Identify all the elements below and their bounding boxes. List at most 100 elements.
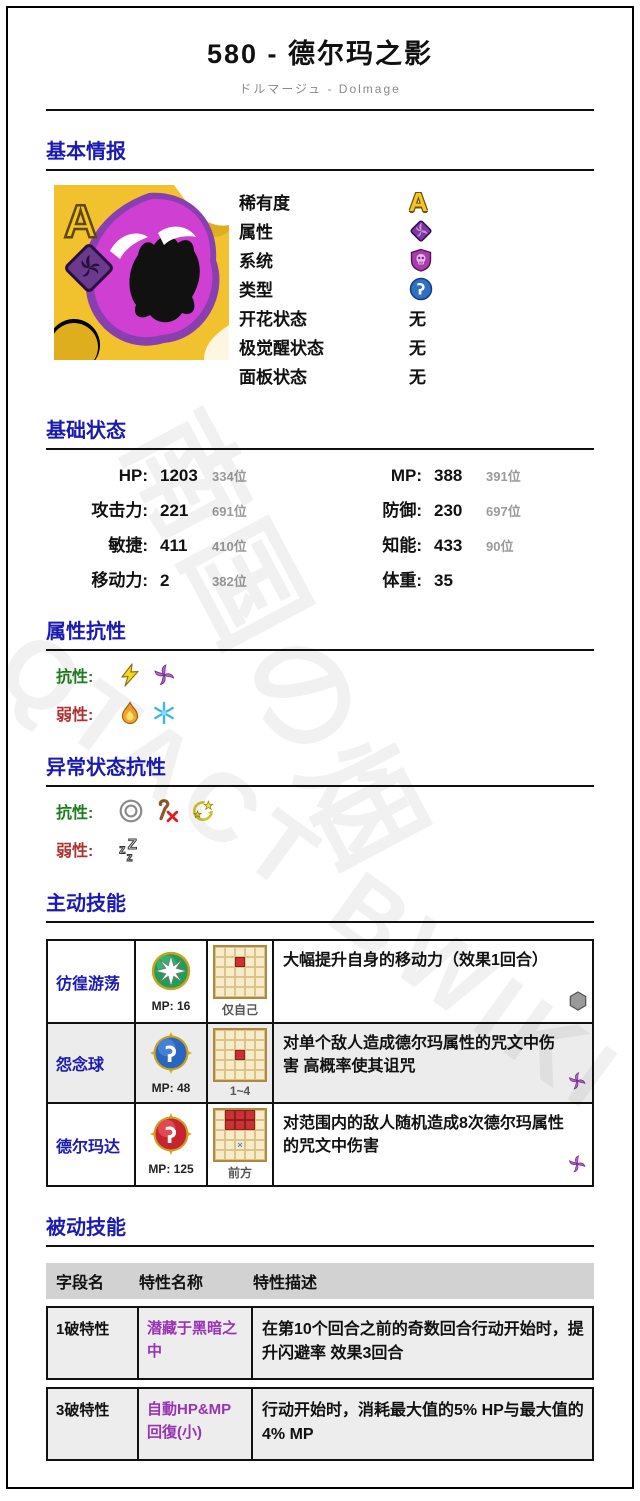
info-value: 无 [409, 339, 426, 358]
svg-text:ʔ: ʔ [165, 1124, 177, 1148]
range-cell [225, 1030, 235, 1040]
range-cell [235, 1150, 245, 1160]
dizzy-stars-icon [190, 798, 216, 824]
snowflake-icon [152, 701, 176, 725]
range-cell [225, 977, 235, 987]
info-row: 面板状态 无 [239, 361, 594, 390]
section-basic-info: 基本情报 [46, 135, 594, 171]
range-cell [245, 1140, 255, 1150]
page-title: 580 - 德尔玛之影 [206, 39, 434, 69]
range-cell [215, 1120, 225, 1130]
range-cell [245, 1070, 255, 1080]
stat-wis: 知能: 433 90位 [382, 536, 514, 555]
range-cell [245, 1150, 255, 1160]
range-grid [213, 945, 267, 999]
range-cell [235, 1040, 245, 1050]
stat-weight: 体重: 35 [382, 571, 453, 590]
svg-text:z: z [119, 841, 125, 856]
info-label: 面板状态 [239, 368, 307, 387]
range-cell [245, 1050, 255, 1060]
range-cell [235, 1070, 245, 1080]
info-label: 开花状态 [239, 310, 307, 329]
none-attribute-hexagon-icon [569, 991, 587, 1018]
range-cell [235, 947, 245, 957]
stat-atk: 攻击力: 221 691位 [91, 501, 247, 520]
range-cell [255, 1060, 265, 1070]
section-status-resist: 异常状态抗性 [46, 751, 594, 787]
range-cell [215, 1140, 225, 1150]
range-cell [245, 957, 255, 967]
range-cell [235, 987, 245, 997]
range-cell [255, 1140, 265, 1150]
range-cell [215, 1060, 225, 1070]
section-passive-skills: 被动技能 [46, 1211, 594, 1247]
skill-desc: 对单个敌人造成德尔玛属性的咒文中伤害 高概率使其诅咒 [274, 1024, 592, 1102]
range-cell [235, 957, 245, 967]
svg-text:A: A [64, 195, 97, 247]
dolma-attribute-icon [409, 219, 433, 243]
passive-trait-name: 潜藏于黑暗之中 [139, 1308, 253, 1378]
passive-row: 1破特性 潜藏于黑暗之中 在第10个回合之前的奇数回合行动开始时，提升闪避率 效… [46, 1306, 594, 1380]
info-row: 系统 [239, 245, 594, 274]
range-label: 1~4 [229, 1084, 251, 1098]
range-cell [255, 1030, 265, 1040]
blue-spell-orb-icon: ʔ [150, 1031, 192, 1079]
character-portrait: A [54, 185, 229, 360]
passive-field: 3破特性 [48, 1389, 139, 1459]
col-trait-name: 特性名称 [139, 1275, 204, 1292]
range-cell [255, 967, 265, 977]
rarity-a-icon: A [409, 186, 428, 217]
range-cell [245, 1040, 255, 1050]
passive-trait-desc: 在第10个回合之前的奇数回合行动开始时，提升闪避率 效果3回合 [262, 1321, 584, 1362]
section-leader-skill: 队长技能 [46, 1485, 594, 1487]
range-cell [215, 1150, 225, 1160]
demon-system-icon [409, 248, 433, 272]
range-cell [235, 1050, 245, 1060]
status-resist-row: 抗性: [56, 797, 594, 825]
range-cell [225, 1040, 235, 1050]
range-cell [245, 1110, 255, 1120]
range-cell [215, 977, 225, 987]
range-cell [245, 987, 255, 997]
active-skills-table: 彷徨游荡 MP: 16 仅自己 大幅提升自身的移动力（效果1回合） 怨念球 ʔ [46, 939, 594, 1187]
range-cell [225, 957, 235, 967]
buff-skill-icon [150, 950, 192, 997]
range-cell [225, 987, 235, 997]
stat-mp: MP: 388 391位 [390, 466, 521, 485]
skill-row: 彷徨游荡 MP: 16 仅自己 大幅提升自身的移动力（效果1回合） [48, 941, 592, 1022]
range-cell [255, 957, 265, 967]
passive-trait-name: 自動HP&MP回復(小) [139, 1389, 253, 1459]
skill-desc: 对范围内的敌人随机造成8次德尔玛属性的咒文中伤害 [274, 1104, 592, 1185]
range-cell [235, 1110, 245, 1120]
skill-mp: MP: 125 [148, 1162, 194, 1176]
range-cell [215, 987, 225, 997]
passive-field: 1破特性 [48, 1308, 139, 1378]
dolma-pinwheel-icon [152, 663, 176, 687]
range-cell [225, 1070, 235, 1080]
range-cell [255, 1130, 265, 1140]
range-cell [215, 1030, 225, 1040]
stat-def: 防御: 230 697位 [382, 501, 521, 520]
range-cell [215, 1130, 225, 1140]
dolma-pinwheel-icon [567, 1071, 587, 1098]
range-cell [255, 987, 265, 997]
range-cell [225, 967, 235, 977]
range-cell [255, 977, 265, 987]
svg-text:ʔ: ʔ [165, 1042, 177, 1066]
page-frame: 南国の烟 DQTACT BWIKI 580 - 德尔玛之影 ドルマージュ - D… [6, 6, 634, 1489]
range-cell [255, 947, 265, 957]
range-label: 前方 [227, 1166, 252, 1180]
range-cell [215, 1070, 225, 1080]
range-cell [255, 1070, 265, 1080]
info-row: 开花状态 无 [239, 303, 594, 332]
range-cell [225, 1130, 235, 1140]
passive-row: 3破特性 自動HP&MP回復(小) 行动开始时，消耗最大值的5% HP与最大值的… [46, 1387, 594, 1461]
col-trait-desc: 特性描述 [253, 1275, 318, 1292]
range-cell [235, 1060, 245, 1070]
passive-table-header: 字段名 特性名称 特性描述 [46, 1263, 594, 1299]
white-ring-icon [118, 798, 144, 824]
lightning-icon [118, 663, 142, 687]
range-cell [215, 947, 225, 957]
info-row: 稀有度 A [239, 187, 594, 216]
